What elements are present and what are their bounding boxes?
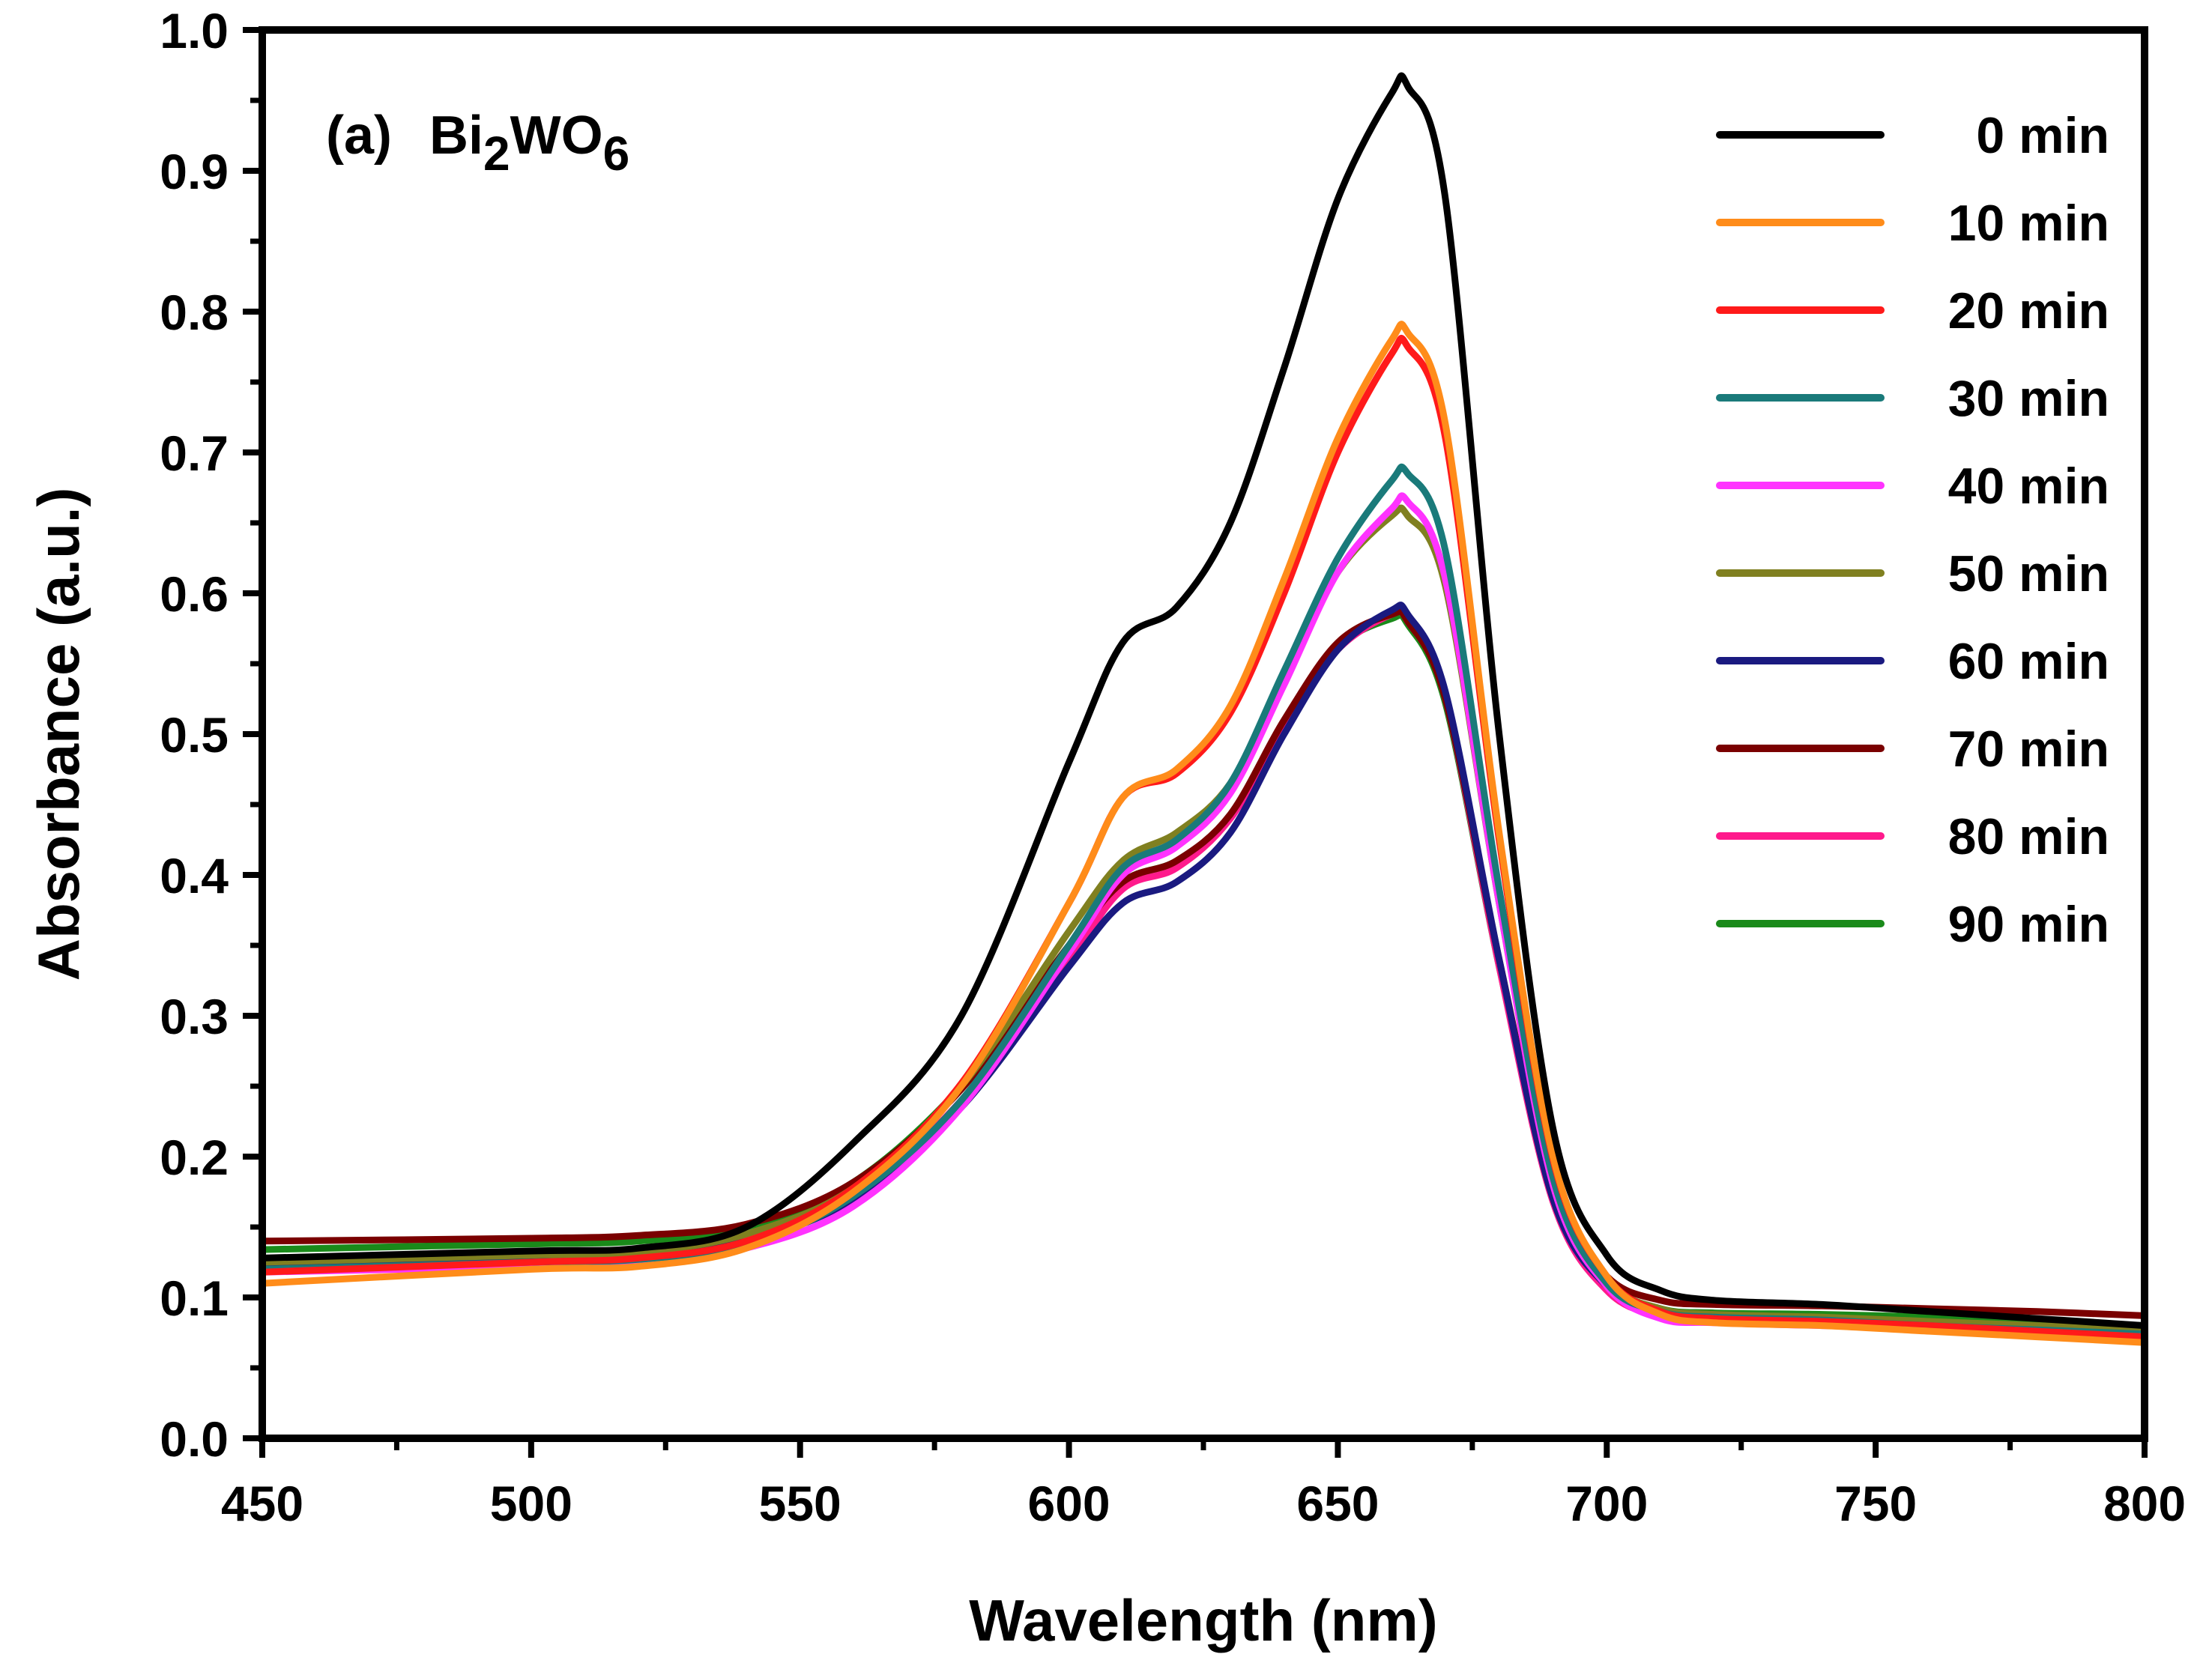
y-tick-label: 0.8 [160, 285, 229, 340]
x-tick-label: 650 [1296, 1476, 1379, 1531]
legend-label: 20 min [1948, 282, 2109, 339]
y-axis: 0.0 0.1 0.2 0.3 0.4 0.5 0.6 0.7 0.8 0.9 1.0 [160, 3, 262, 1467]
x-tick-label: 800 [2103, 1476, 2186, 1531]
x-tick-label: 700 [1565, 1476, 1648, 1531]
series-layer [259, 72, 2148, 1346]
y-tick-label: 0.3 [160, 989, 229, 1044]
compound-mid: WO [510, 106, 603, 166]
legend-label: 80 min [1948, 808, 2109, 865]
series-line-20-min [259, 335, 2148, 1341]
svg-text:(a) Bi2WO6: (a) Bi2WO6 [326, 106, 629, 181]
x-axis-title: Wavelength (nm) [969, 1587, 1437, 1653]
plot-area [262, 30, 2145, 1438]
panel-letter: (a) [326, 106, 392, 166]
series-line-0-min [259, 72, 2148, 1330]
x-tick-label: 500 [490, 1476, 572, 1531]
legend-label: 40 min [1948, 458, 2109, 515]
y-tick-label: 0.9 [160, 144, 229, 199]
y-tick-label: 0.6 [160, 566, 229, 622]
y-tick-label: 0.7 [160, 425, 229, 481]
legend-label: 30 min [1948, 370, 2109, 427]
legend: 0 min 10 min 20 min 30 min 40 min 50 min 60 mi… [1716, 107, 2109, 953]
y-tick-label: 0.2 [160, 1130, 229, 1185]
x-tick-label: 550 [759, 1476, 841, 1531]
y-tick-label: 0.1 [160, 1270, 229, 1326]
x-tick-label: 450 [221, 1476, 303, 1531]
y-tick-label: 1.0 [160, 3, 229, 58]
y-tick-label: 0.5 [160, 707, 229, 763]
legend-label: 90 min [1948, 896, 2109, 953]
compound-sub-1: 2 [483, 127, 510, 181]
y-axis-title: Absorbance (a.u.) [25, 488, 91, 981]
legend-label: 60 min [1948, 633, 2109, 690]
compound-base: Bi [429, 106, 483, 166]
panel-label: (a) Bi2WO6 [326, 106, 629, 181]
y-tick-label: 0.4 [160, 848, 229, 903]
series-line-70-min [259, 608, 2148, 1319]
x-tick-label: 750 [1834, 1476, 1917, 1531]
y-tick-label: 0.0 [160, 1411, 229, 1467]
x-tick-label: 600 [1028, 1476, 1110, 1531]
series-line-10-min [259, 321, 2148, 1346]
compound-sub-2: 6 [603, 127, 630, 181]
legend-label: 10 min [1948, 195, 2109, 252]
x-axis: 450 500 550 600 650 700 750 800 [221, 1438, 2186, 1531]
legend-label: 0 min [1976, 107, 2109, 164]
legend-label: 70 min [1948, 721, 2109, 778]
legend-label: 50 min [1948, 545, 2109, 602]
